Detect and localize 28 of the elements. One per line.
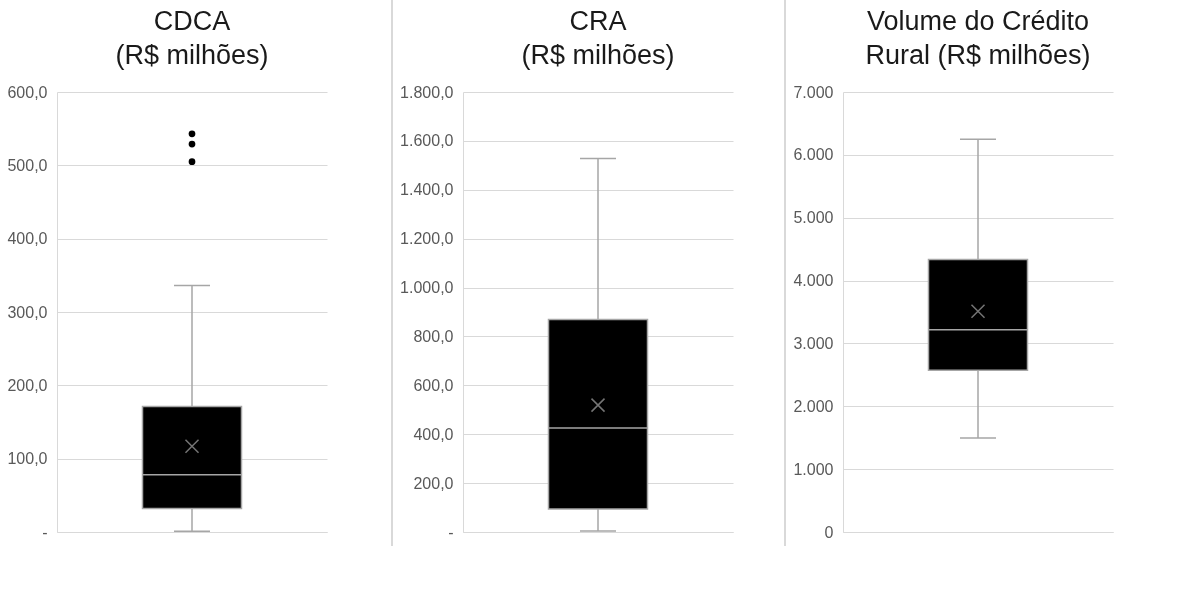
y-tick-label: 500,0 [7,156,48,174]
y-tick-label: 200,0 [413,474,454,492]
y-tick-label: 600,0 [7,83,48,101]
chart-title: CDCA (R$ milhões) [115,6,269,70]
y-tick-label: - [42,523,48,541]
y-tick-label: 1.200,0 [400,230,454,248]
y-tick-label: 200,0 [7,376,48,394]
y-tick-label: 1.000 [793,460,834,478]
y-tick-label: 0 [824,523,834,541]
y-tick-label: 4.000 [793,272,834,290]
y-tick-label: 2.000 [793,397,834,415]
y-tick-label: 6.000 [793,146,834,164]
y-tick-label: 800,0 [413,327,454,345]
chart-title: Volume do Crédito Rural (R$ milhões) [865,6,1091,70]
y-tick-label: 5.000 [793,209,834,227]
y-tick-label: 1.600,0 [400,132,454,150]
y-tick-label: 400,0 [7,230,48,248]
y-tick-label: 7.000 [793,83,834,101]
y-tick-label: 1.800,0 [400,83,454,101]
y-tick-label: 3.000 [793,334,834,352]
y-tick-label: 400,0 [413,425,454,443]
y-tick-label: 1.400,0 [400,181,454,199]
y-tick-label: 300,0 [7,303,48,321]
y-tick-label: 1.000,0 [400,279,454,297]
y-tick-label: - [448,523,454,541]
y-tick-label: 100,0 [7,450,48,468]
y-tick-label: 600,0 [413,376,454,394]
chart-title: CRA (R$ milhões) [521,6,675,70]
